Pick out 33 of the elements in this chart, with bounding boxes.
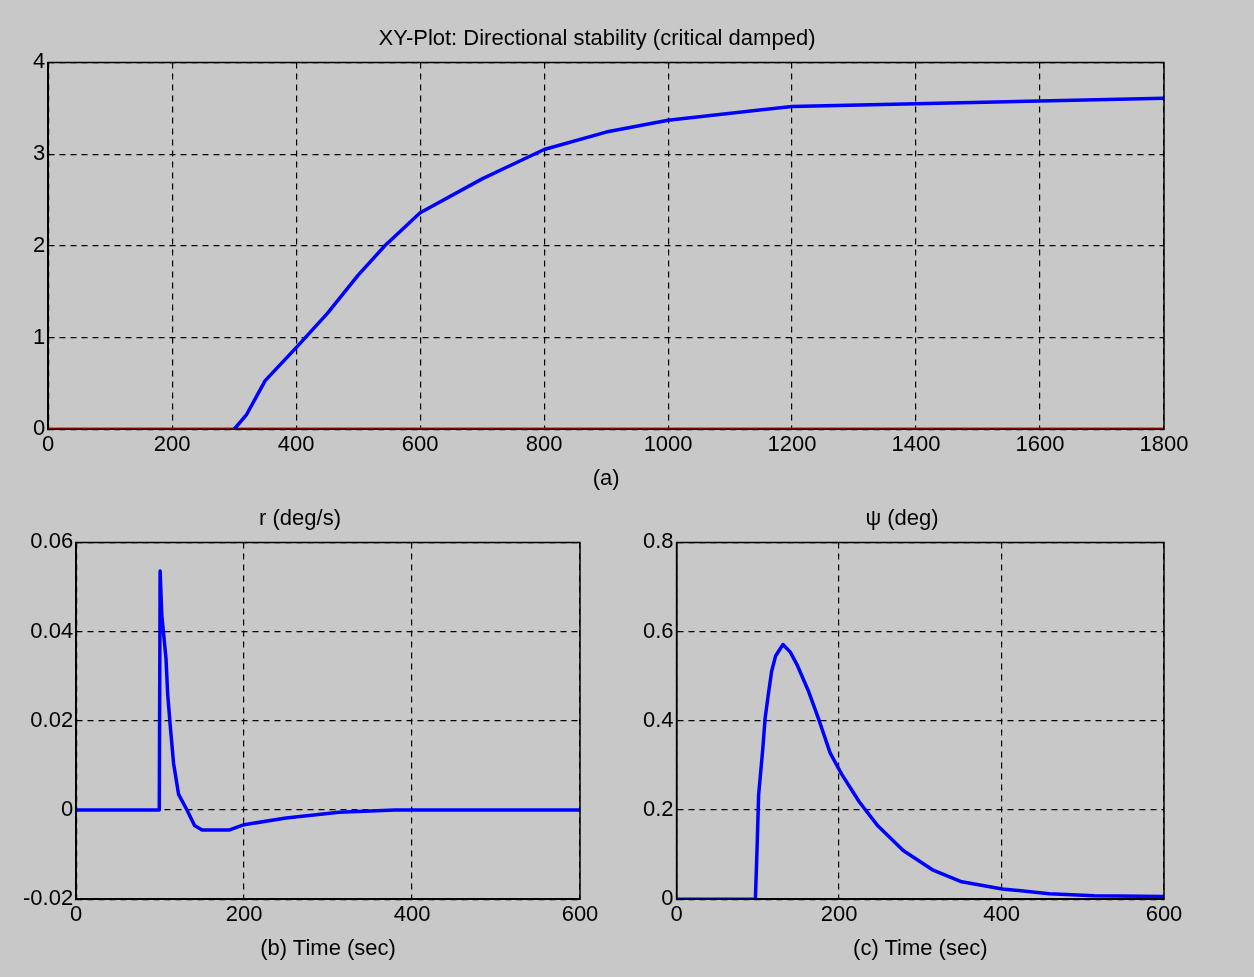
x-tick-label: 600 [1145, 901, 1183, 927]
y-tick-label: 3 [32, 140, 46, 166]
x-tick-label: 1600 [1015, 431, 1065, 457]
x-tick-label: 400 [277, 431, 315, 457]
x-axis-title: (a) [592, 464, 620, 490]
x-axis-title: (c) Time (sec) [853, 934, 988, 960]
y-tick-label: 0.02 [30, 706, 74, 732]
x-tick-label: 200 [153, 431, 191, 457]
y-tick-label: 0.04 [30, 617, 74, 643]
x-tick-label: 1000 [643, 431, 693, 457]
x-tick-label: 1200 [767, 431, 817, 457]
x-tick-label: 1800 [1139, 431, 1189, 457]
y-tick-label: 1 [32, 323, 46, 349]
x-tick-label: 200 [225, 901, 263, 927]
x-tick-label: 200 [820, 901, 858, 927]
x-axis-title: (b) Time (sec) [260, 934, 396, 960]
y-tick-label: 0.06 [30, 528, 74, 554]
y-tick-label: 0.4 [642, 706, 674, 732]
x-tick-label: 400 [983, 901, 1020, 927]
chart-title: XY-Plot: Directional stability (critical damped) [378, 25, 816, 51]
chart-title: r (deg/s) [259, 505, 341, 531]
chart-title: ψ (deg) [865, 505, 939, 531]
y-tick-label: 0.8 [642, 528, 674, 554]
x-tick-label: 600 [401, 431, 439, 457]
y-tick-label: 0.2 [642, 796, 674, 822]
y-tick-label: 0 [60, 796, 74, 822]
x-tick-label: 800 [525, 431, 563, 457]
x-tick-label: 400 [393, 901, 431, 927]
x-tick-label: 1400 [891, 431, 941, 457]
x-tick-label: 600 [561, 901, 599, 927]
y-tick-label: 4 [32, 48, 46, 74]
y-tick-label: 0.6 [642, 617, 674, 643]
y-tick-label: 2 [32, 231, 46, 257]
